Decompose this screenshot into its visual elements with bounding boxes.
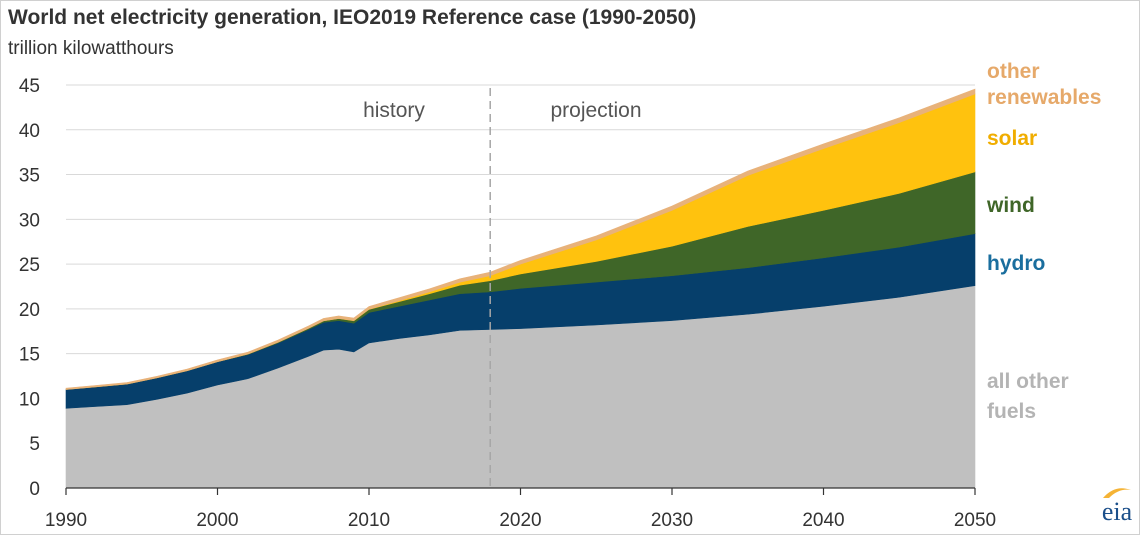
y-axis-label: trillion kilowatthours bbox=[8, 38, 174, 59]
history-label: history bbox=[363, 99, 425, 122]
y-tick-label-35: 35 bbox=[19, 166, 40, 187]
y-tick-label-15: 15 bbox=[19, 345, 40, 366]
y-tick-label-40: 40 bbox=[19, 121, 40, 142]
x-tick-label-2030: 2030 bbox=[651, 510, 693, 531]
y-tick-label-0: 0 bbox=[29, 479, 40, 500]
y-tick-label-10: 10 bbox=[19, 389, 40, 410]
svg-text:eia: eia bbox=[1102, 497, 1133, 526]
series-label-hydro-0: hydro bbox=[987, 252, 1045, 275]
x-tick-label-2000: 2000 bbox=[196, 510, 238, 531]
y-tick-label-25: 25 bbox=[19, 255, 40, 276]
y-tick-label-20: 20 bbox=[19, 300, 40, 321]
area-other-renewables bbox=[65, 88, 976, 390]
series-label-all-other-fuels-1: fuels bbox=[987, 400, 1036, 423]
series-label-wind-0: wind bbox=[986, 194, 1035, 217]
series-label-solar-0: solar bbox=[987, 127, 1037, 150]
x-tick-label-2050: 2050 bbox=[954, 510, 996, 531]
axes: 0 5 10 15 20 25 30 35 40 45 1990 2000 2010 2020 2030 20… bbox=[19, 76, 996, 531]
series-labels: other renewables solar wind hydro all other fu… bbox=[986, 60, 1101, 423]
x-tick-label-2010: 2010 bbox=[348, 510, 390, 531]
series-label-other-renewables-0: other bbox=[987, 60, 1040, 83]
y-tick-label-45: 45 bbox=[19, 76, 40, 97]
series-label-other-renewables-1: renewables bbox=[987, 86, 1101, 109]
y-tick-label-30: 30 bbox=[19, 210, 40, 231]
history-projection-divider: history projection bbox=[363, 88, 642, 488]
x-tick-label-2020: 2020 bbox=[499, 510, 541, 531]
x-tick-label-2040: 2040 bbox=[802, 510, 844, 531]
stacked-areas bbox=[65, 88, 976, 489]
eia-logo: eia bbox=[1102, 488, 1133, 526]
y-tick-label-5: 5 bbox=[29, 434, 40, 455]
chart-title: World net electricity generation, IEO201… bbox=[8, 6, 697, 29]
projection-label: projection bbox=[550, 99, 641, 122]
x-tick-label-1990: 1990 bbox=[45, 510, 87, 531]
series-label-all-other-fuels-0: all other bbox=[987, 370, 1069, 393]
